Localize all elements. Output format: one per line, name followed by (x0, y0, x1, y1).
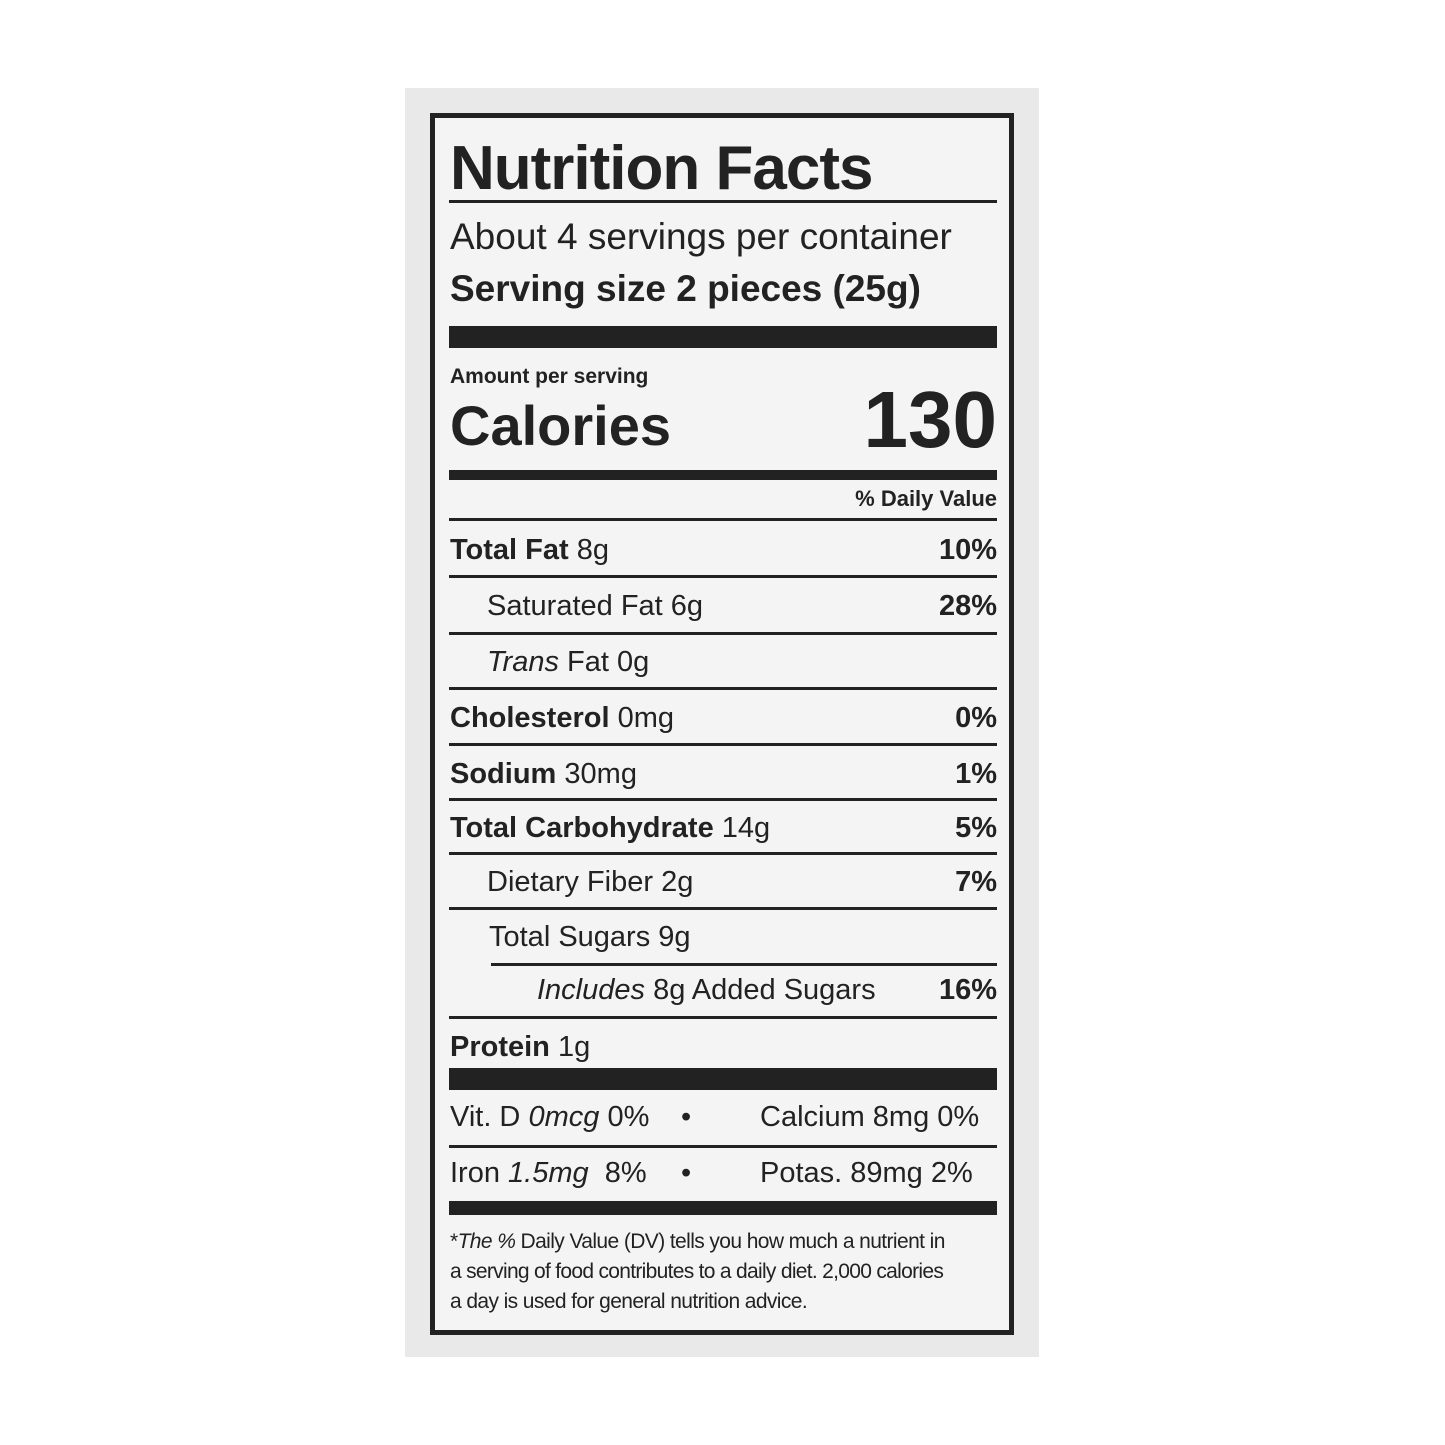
nutrient-dv: 0% (955, 702, 997, 734)
calories-label: Calories (450, 394, 671, 457)
divider (449, 200, 997, 203)
divider (491, 963, 997, 966)
nutrient-name-suffix: Fat (567, 646, 609, 678)
nutrient-amount: 8g Added Sugars (653, 974, 876, 1006)
nutrient-name: Includes (537, 974, 646, 1006)
nutrient-name: Sodium (450, 758, 557, 790)
vitamin-dv: 8% (604, 1157, 647, 1189)
footnote-line-1: *The % Daily Value (DV) tells you how mu… (450, 1231, 945, 1252)
nutrient-dv: 28% (938, 590, 997, 622)
vitamin-name: Vit. D (450, 1101, 521, 1133)
thick-divider (449, 1068, 997, 1090)
divider (449, 1145, 997, 1148)
nutrient-row-protein: Protein 1g (450, 1033, 590, 1062)
divider (449, 518, 997, 521)
nutrient-row-sodium: Sodium 30mg (450, 760, 637, 789)
nutrient-name: Total Fat (450, 534, 569, 566)
nutrient-amount: 30mg (564, 758, 637, 790)
nutrition-facts-label: Nutrition Facts About 4 servings per con… (430, 113, 1014, 1335)
nutrient-name: Protein (450, 1031, 550, 1063)
vitamin-row-left: Vit. D 0mcg 0% (450, 1103, 649, 1132)
vitamin-name: Iron (450, 1157, 500, 1189)
nutrient-amount: 8g (576, 534, 610, 566)
nutrient-row-dietary-fiber: Dietary Fiber 2g (487, 868, 693, 897)
daily-value-header: % Daily Value (855, 486, 997, 511)
vitamin-row-right: Calcium 8mg 0% (760, 1101, 980, 1133)
nutrient-row-total-carbohydrate: Total Carbohydrate 14g (450, 814, 770, 843)
divider (449, 852, 997, 855)
nutrient-amount: 1g (557, 1031, 591, 1063)
amount-per-serving: Amount per serving (450, 365, 649, 388)
nutrient-dv: 7% (955, 866, 997, 898)
nutrient-name: Trans (487, 646, 559, 678)
nutrient-amount: 2g (661, 866, 694, 898)
footnote-line-2: a serving of food contributes to a daily… (450, 1260, 944, 1283)
nutrient-dv: 16% (938, 974, 997, 1006)
vitamin-row-left: Iron 1.5mg 8% (450, 1159, 647, 1188)
nutrient-name: Dietary Fiber (487, 866, 653, 898)
nutrient-row-total-sugars: Total Sugars 9g (489, 923, 691, 952)
footnote-line-3: a day is used for general nutrition advi… (450, 1290, 808, 1313)
divider (449, 687, 997, 690)
nutrient-dv: 10% (938, 534, 997, 566)
nutrient-row-cholesterol: Cholesterol 0mg (450, 704, 674, 733)
divider (449, 798, 997, 801)
calories-value: 130 (863, 375, 997, 464)
footnote-lead: The % (457, 1230, 516, 1253)
thick-divider (449, 470, 997, 480)
nutrient-name: Total Carbohydrate (450, 812, 714, 844)
servings-per-container: About 4 servings per container (450, 216, 952, 257)
nutrient-row-added-sugars: Includes 8g Added Sugars (537, 976, 876, 1005)
divider (449, 575, 997, 578)
nutrient-amount: 0mg (617, 702, 675, 734)
divider (449, 907, 997, 910)
vitamin-amount: 1.5mg (508, 1157, 589, 1189)
bullet: • (681, 1101, 692, 1133)
thick-divider (449, 326, 997, 348)
nutrient-name: Total Sugars (489, 921, 651, 953)
vitamin-dv: 0% (607, 1101, 650, 1133)
nutrient-name: Cholesterol (450, 702, 610, 734)
serving-size: Serving size 2 pieces (25g) (450, 268, 921, 309)
nutrient-name: Saturated Fat (487, 590, 663, 622)
divider (449, 1016, 997, 1019)
nutrient-amount: 0g (617, 646, 650, 678)
footnote-text: Daily Value (DV) tells you how much a nu… (520, 1230, 946, 1253)
nutrient-dv: 1% (955, 758, 997, 790)
nutrient-row-trans-fat: Trans Fat 0g (487, 648, 649, 677)
label-title: Nutrition Facts (450, 134, 873, 203)
divider (449, 743, 997, 746)
nutrient-row-saturated-fat: Saturated Fat 6g (487, 592, 703, 621)
nutrient-row-total-fat: Total Fat 8g (450, 536, 609, 565)
nutrient-amount: 14g (721, 812, 771, 844)
nutrient-amount: 9g (658, 921, 691, 953)
vitamin-amount: 0mcg (528, 1101, 600, 1133)
vitamin-row-right: Potas. 89mg 2% (760, 1157, 973, 1189)
divider (449, 632, 997, 635)
nutrient-amount: 6g (670, 590, 704, 622)
footnote-star: * (450, 1230, 458, 1253)
thick-divider (449, 1201, 997, 1215)
nutrient-dv: 5% (955, 812, 997, 844)
bullet: • (681, 1157, 692, 1189)
